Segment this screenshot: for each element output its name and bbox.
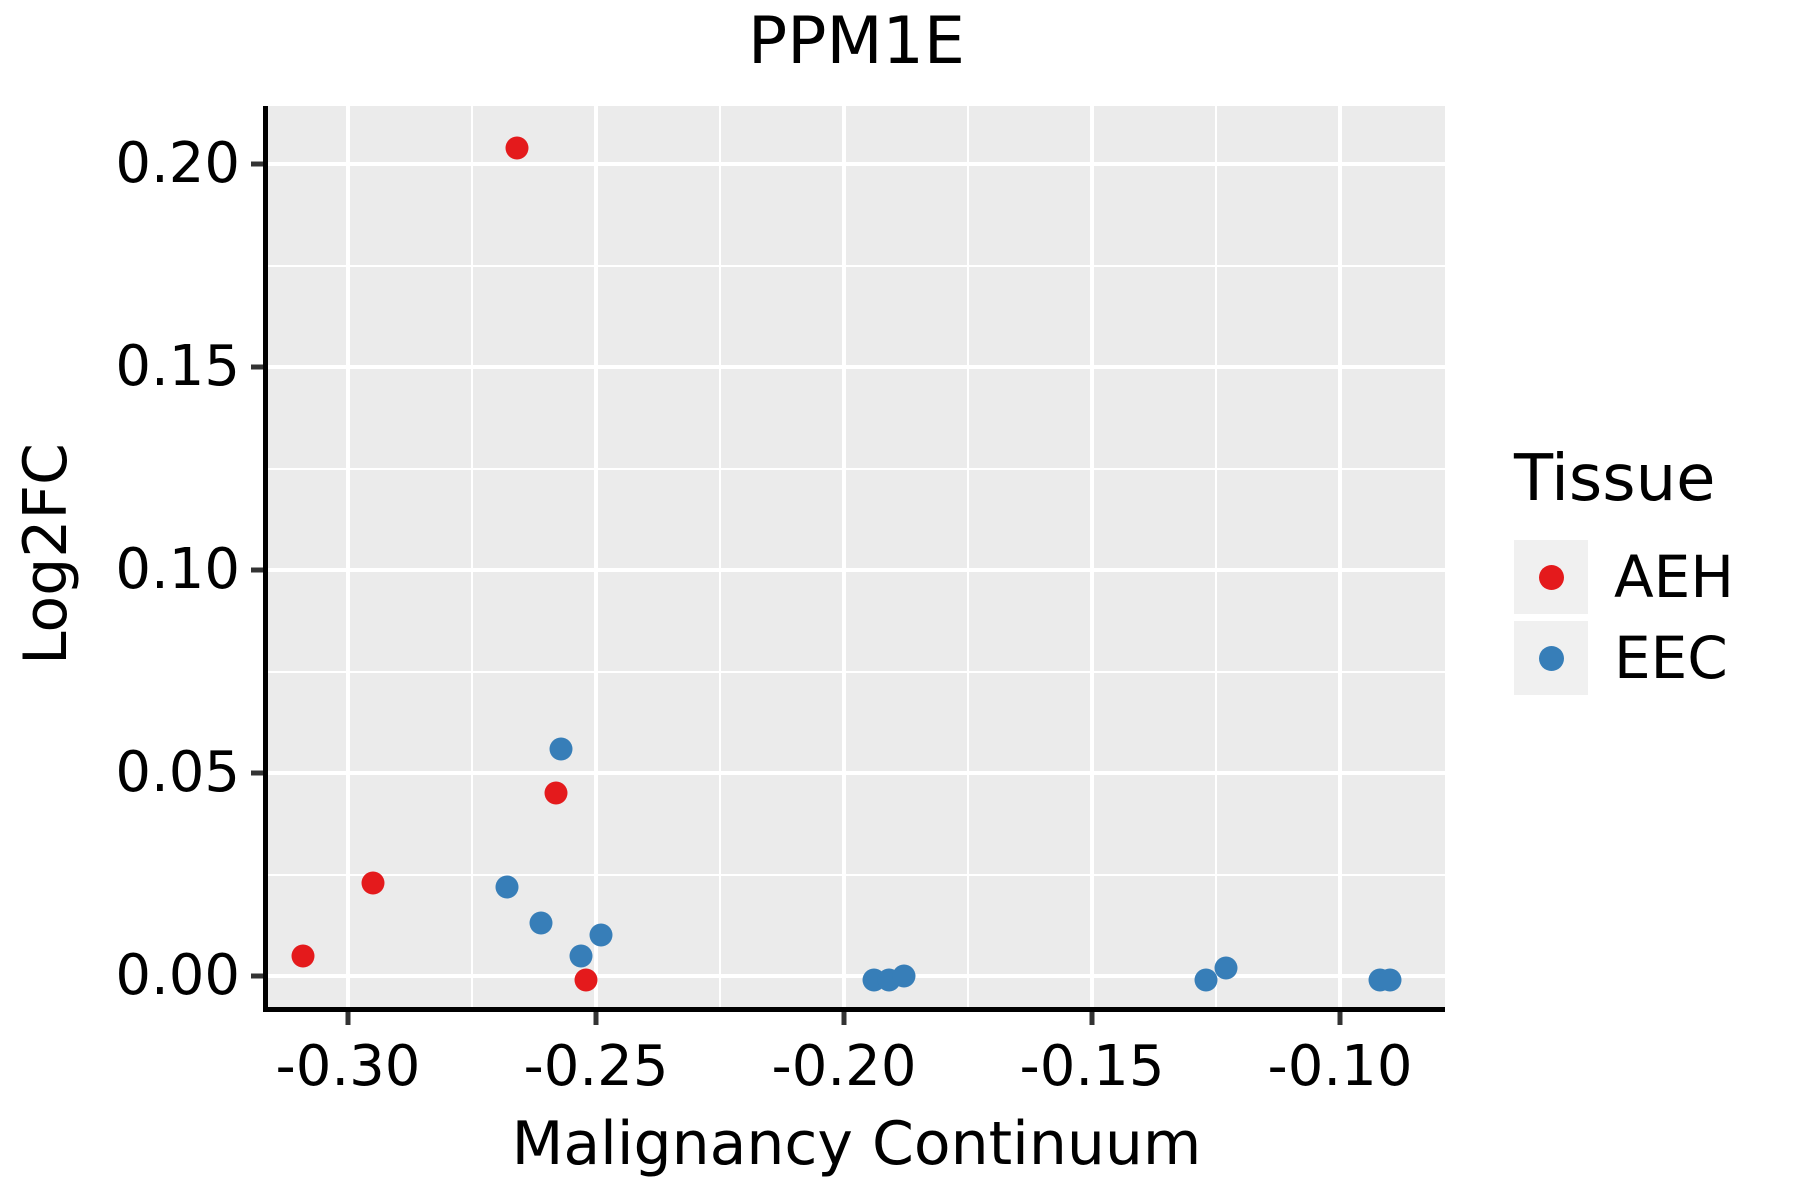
minor-gridline-horizontal — [268, 467, 1445, 470]
legend-label: EEC — [1614, 624, 1728, 692]
major-gridline-horizontal — [268, 568, 1445, 572]
data-point-aeh — [291, 944, 315, 968]
plot-panel — [263, 106, 1445, 1012]
major-gridline-horizontal — [268, 771, 1445, 775]
x-tick-label: -0.25 — [523, 1034, 669, 1099]
major-gridline-horizontal — [268, 365, 1445, 369]
data-point-eec — [1194, 968, 1218, 992]
legend-item-eec: EEC — [1514, 621, 1734, 695]
x-axis-tick-labels: -0.30 -0.25 -0.20 -0.15 -0.10 — [268, 1036, 1445, 1106]
x-axis-tick-marks — [268, 1012, 1445, 1026]
major-gridline-vertical — [842, 106, 846, 1007]
x-tick-label: -0.15 — [1019, 1034, 1165, 1099]
data-point-eec — [1378, 968, 1402, 992]
major-gridline-vertical — [1338, 106, 1342, 1007]
legend-title: Tissue — [1514, 442, 1716, 516]
x-tick-mark — [1337, 1012, 1343, 1025]
x-tick-label: -0.10 — [1267, 1034, 1413, 1099]
x-axis-title: Malignancy Continuum — [511, 1109, 1202, 1179]
minor-gridline-horizontal — [268, 264, 1445, 267]
data-point-aeh — [574, 968, 598, 992]
y-tick-label: 0.05 — [115, 740, 240, 805]
x-tick-mark — [841, 1012, 847, 1025]
legend-item-aeh: AEH — [1514, 540, 1734, 614]
minor-gridline-horizontal — [268, 873, 1445, 876]
minor-gridline-vertical — [471, 106, 473, 1007]
legend-dot-icon — [1538, 564, 1564, 590]
data-point-eec — [569, 944, 593, 968]
major-gridline-vertical — [345, 106, 350, 1007]
y-tick-label: 0.20 — [115, 131, 240, 196]
minor-gridline-horizontal — [268, 670, 1445, 673]
data-point-eec — [549, 737, 573, 761]
data-point-eec — [495, 875, 519, 899]
data-point-eec — [589, 923, 613, 947]
major-gridline-vertical — [594, 106, 598, 1007]
y-tick-mark — [251, 770, 263, 776]
x-tick-mark — [593, 1012, 599, 1025]
legend: Tissue AEH EEC — [1514, 444, 1734, 695]
x-tick-label: -0.20 — [771, 1034, 917, 1099]
y-tick-mark — [251, 161, 263, 167]
y-tick-mark — [251, 973, 263, 979]
y-axis-tick-labels: 0.00 0.05 0.10 0.15 0.20 — [0, 106, 240, 1007]
y-tick-label: 0.10 — [115, 537, 240, 602]
legend-key — [1514, 540, 1588, 614]
data-point-aeh — [544, 781, 568, 805]
data-point-aeh — [505, 136, 529, 160]
x-tick-label: -0.30 — [275, 1034, 421, 1099]
legend-label: AEH — [1614, 543, 1734, 611]
y-tick-mark — [251, 567, 263, 573]
data-point-eec — [1214, 956, 1238, 980]
major-gridline-horizontal — [268, 974, 1445, 978]
x-tick-mark — [345, 1012, 351, 1025]
major-gridline-horizontal — [268, 162, 1445, 166]
y-axis-tick-marks — [251, 106, 263, 1007]
data-point-eec — [529, 911, 553, 935]
legend-dot-icon — [1538, 645, 1564, 671]
y-tick-label: 0.15 — [115, 334, 240, 399]
major-gridline-vertical — [1090, 106, 1094, 1007]
data-point-aeh — [361, 871, 385, 895]
legend-key — [1514, 621, 1588, 695]
y-tick-mark — [251, 364, 263, 370]
plot-title: PPM1E — [748, 4, 965, 79]
legend-items: AEH EEC — [1514, 540, 1734, 695]
minor-gridline-vertical — [967, 106, 969, 1007]
x-tick-mark — [1089, 1012, 1095, 1025]
minor-gridline-vertical — [719, 106, 721, 1007]
data-point-eec — [892, 964, 916, 988]
y-tick-label: 0.00 — [115, 943, 240, 1008]
minor-gridline-vertical — [1215, 106, 1217, 1007]
